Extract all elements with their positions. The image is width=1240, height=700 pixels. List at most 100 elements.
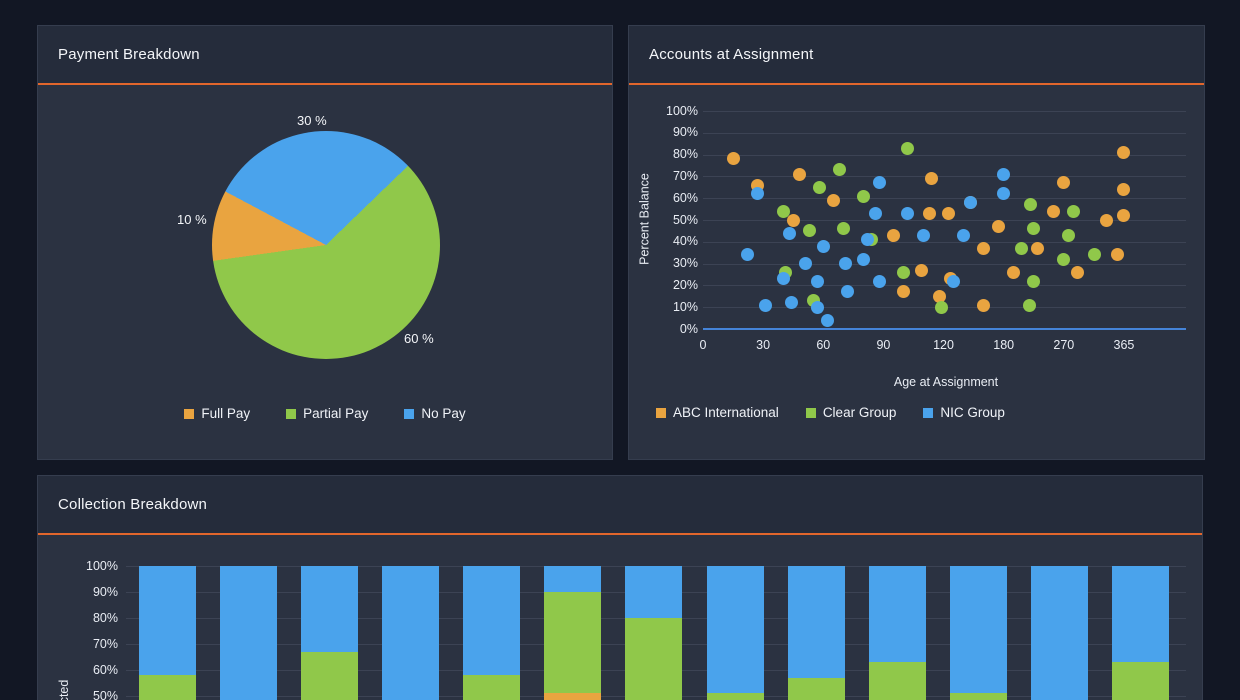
scatter-point-abc-international[interactable]	[915, 263, 928, 277]
scatter-point-nic-group[interactable]	[816, 239, 830, 253]
scatter-point-abc-international[interactable]	[1099, 213, 1113, 227]
stacked-bar[interactable]	[788, 566, 845, 700]
scatter-point-nic-group[interactable]	[947, 274, 961, 288]
scatter-point-nic-group[interactable]	[917, 228, 930, 242]
bar-segment-green[interactable]	[301, 651, 358, 700]
scatter-point-abc-international[interactable]	[1110, 248, 1124, 262]
scatter-point-clear-group[interactable]	[900, 141, 914, 155]
stacked-bar[interactable]	[463, 566, 520, 700]
scatter-point-nic-group[interactable]	[860, 233, 874, 247]
scatter-point-abc-international[interactable]	[886, 228, 900, 242]
scatter-point-nic-group[interactable]	[758, 298, 772, 312]
stacked-bar[interactable]	[1112, 566, 1169, 700]
bar-segment-blue[interactable]	[463, 566, 520, 676]
scatter-point-nic-group[interactable]	[798, 257, 812, 271]
scatter-point-abc-international[interactable]	[1117, 145, 1131, 159]
stacked-bar[interactable]	[544, 566, 601, 700]
stacked-bar[interactable]	[869, 566, 926, 700]
scatter-point-abc-international[interactable]	[1057, 176, 1071, 190]
bar-segment-orange[interactable]	[544, 693, 601, 700]
scatter-point-abc-international[interactable]	[1047, 204, 1061, 218]
scatter-point-clear-group[interactable]	[1022, 298, 1036, 312]
stacked-bar[interactable]	[1031, 566, 1088, 700]
bar-segment-green[interactable]	[544, 592, 601, 694]
legend-item-nic-group[interactable]: NIC Group	[923, 405, 1005, 420]
scatter-point-nic-group[interactable]	[856, 252, 870, 266]
scatter-point-clear-group[interactable]	[1057, 252, 1071, 266]
scatter-point-clear-group[interactable]	[896, 265, 910, 279]
scatter-point-abc-international[interactable]	[1117, 209, 1131, 223]
legend-item-no-pay[interactable]: No Pay	[404, 406, 466, 421]
bar-segment-blue[interactable]	[950, 566, 1007, 694]
scatter-point-abc-international[interactable]	[896, 285, 910, 299]
scatter-point-abc-international[interactable]	[933, 289, 947, 303]
scatter-point-nic-group[interactable]	[820, 313, 834, 327]
scatter-point-abc-international[interactable]	[977, 298, 991, 312]
bar-segment-blue[interactable]	[220, 566, 277, 700]
scatter-point-nic-group[interactable]	[840, 285, 854, 299]
scatter-point-abc-international[interactable]	[925, 172, 939, 186]
scatter-point-abc-international[interactable]	[1117, 182, 1131, 196]
scatter-point-clear-group[interactable]	[1027, 222, 1041, 236]
stacked-bar[interactable]	[625, 566, 682, 700]
pie-chart[interactable]	[212, 131, 440, 359]
scatter-point-nic-group[interactable]	[957, 228, 971, 242]
bar-segment-blue[interactable]	[1112, 566, 1169, 663]
stacked-bar[interactable]	[220, 566, 277, 700]
bar-segment-green[interactable]	[950, 693, 1007, 700]
scatter-point-abc-international[interactable]	[1071, 265, 1085, 279]
bar-segment-blue[interactable]	[707, 566, 764, 694]
bar-segment-green[interactable]	[788, 677, 845, 700]
bar-segment-green[interactable]	[707, 693, 764, 700]
scatter-point-clear-group[interactable]	[1027, 274, 1041, 288]
scatter-point-abc-international[interactable]	[977, 241, 991, 255]
scatter-point-abc-international[interactable]	[923, 206, 937, 220]
scatter-point-nic-group[interactable]	[868, 206, 882, 220]
bar-segment-blue[interactable]	[869, 566, 926, 663]
stacked-bar[interactable]	[301, 566, 358, 700]
scatter-point-nic-group[interactable]	[872, 176, 886, 190]
scatter-point-abc-international[interactable]	[1030, 241, 1044, 255]
stacked-bar[interactable]	[139, 566, 196, 700]
bar-segment-green[interactable]	[625, 618, 682, 700]
scatter-point-nic-group[interactable]	[997, 187, 1011, 201]
scatter-point-clear-group[interactable]	[836, 222, 850, 236]
scatter-point-nic-group[interactable]	[810, 300, 824, 314]
bar-segment-green[interactable]	[463, 675, 520, 700]
scatter-point-nic-group[interactable]	[964, 196, 978, 210]
scatter-point-clear-group[interactable]	[1087, 248, 1101, 262]
stacked-bar[interactable]	[950, 566, 1007, 700]
bar-segment-blue[interactable]	[301, 566, 358, 652]
scatter-point-clear-group[interactable]	[1015, 241, 1029, 255]
scatter-point-nic-group[interactable]	[776, 272, 790, 286]
scatter-point-nic-group[interactable]	[810, 274, 824, 288]
stacked-bar[interactable]	[707, 566, 764, 700]
scatter-point-nic-group[interactable]	[872, 274, 886, 288]
scatter-point-clear-group[interactable]	[832, 163, 846, 177]
scatter-point-abc-international[interactable]	[786, 213, 800, 227]
bar-segment-green[interactable]	[139, 675, 196, 700]
scatter-point-clear-group[interactable]	[1023, 198, 1037, 212]
bar-segment-blue[interactable]	[544, 566, 601, 592]
stacked-bar[interactable]	[382, 566, 439, 700]
scatter-point-clear-group[interactable]	[776, 204, 790, 218]
scatter-point-nic-group[interactable]	[900, 206, 914, 220]
bar-segment-blue[interactable]	[625, 566, 682, 618]
scatter-point-abc-international[interactable]	[826, 193, 840, 207]
scatter-point-clear-group[interactable]	[935, 300, 949, 314]
scatter-point-nic-group[interactable]	[782, 226, 796, 240]
scatter-point-nic-group[interactable]	[997, 167, 1011, 181]
scatter-point-abc-international[interactable]	[792, 167, 806, 181]
bar-segment-blue[interactable]	[382, 566, 439, 700]
bar-segment-green[interactable]	[869, 662, 926, 700]
scatter-point-nic-group[interactable]	[740, 248, 754, 262]
bar-segment-blue[interactable]	[1031, 566, 1088, 700]
scatter-point-clear-group[interactable]	[856, 189, 870, 203]
scatter-point-abc-international[interactable]	[726, 152, 740, 166]
scatter-point-nic-group[interactable]	[784, 296, 798, 310]
scatter-point-nic-group[interactable]	[750, 187, 764, 201]
scatter-point-clear-group[interactable]	[1066, 204, 1080, 218]
legend-item-partial-pay[interactable]: Partial Pay	[286, 406, 368, 421]
scatter-point-nic-group[interactable]	[838, 257, 852, 271]
legend-item-abc-international[interactable]: ABC International	[656, 405, 779, 420]
